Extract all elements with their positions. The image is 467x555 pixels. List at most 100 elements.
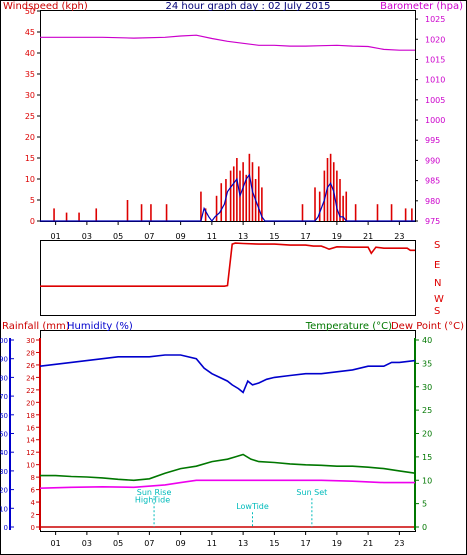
humidity-tick-label: 80 bbox=[0, 374, 8, 382]
temp-tick-label: 5 bbox=[422, 500, 427, 509]
rain-tick-label: 6 bbox=[31, 487, 36, 495]
humidity-tick-label: 20 bbox=[0, 487, 8, 495]
x-tick-label-bottom: 01 bbox=[51, 539, 61, 548]
x-tick-label-bottom: 21 bbox=[363, 539, 373, 548]
humidity-line bbox=[39, 354, 416, 394]
temp-tick-label: 25 bbox=[422, 406, 432, 415]
humidity-tick-label: 60 bbox=[0, 412, 8, 420]
humidity-tick-label: 30 bbox=[0, 468, 8, 476]
rain-tick-label: 10 bbox=[26, 462, 35, 470]
humidity-axis-label: Humidity (%) bbox=[67, 321, 133, 332]
wind-axis-label: Windspeed (kph) bbox=[3, 1, 88, 12]
wind-baro-plot-area bbox=[40, 10, 416, 222]
x-tick-label-bottom: 09 bbox=[176, 539, 186, 548]
wind-tick-label: 10 bbox=[25, 175, 35, 184]
temp-tick-label: 0 bbox=[422, 523, 427, 532]
x-tick-label-top: 09 bbox=[176, 232, 186, 241]
chart-title: 24 hour graph day : 02 July 2015 bbox=[165, 1, 330, 12]
temperature-axis-label: Temperature (°C) bbox=[305, 321, 392, 332]
rain-tick-label: 24 bbox=[26, 374, 35, 382]
rain-tick-label: 28 bbox=[26, 349, 35, 357]
humidity-tick-label: 10 bbox=[0, 505, 8, 513]
baro-tick-label: 985 bbox=[425, 177, 440, 186]
rain-tick-label: 16 bbox=[26, 424, 35, 432]
x-tick-label-top: 11 bbox=[207, 232, 217, 241]
direction-label: E bbox=[434, 260, 440, 271]
direction-label: W bbox=[434, 294, 444, 305]
baro-tick-label: 1010 bbox=[425, 76, 445, 85]
direction-label: N bbox=[434, 278, 441, 289]
annotation-label: Sun Rise bbox=[137, 488, 172, 497]
wind-tick-label: 15 bbox=[25, 154, 35, 163]
x-tick-label-bottom: 05 bbox=[113, 539, 123, 548]
humidity-tick-label: 90 bbox=[0, 356, 8, 364]
wind-tick-label: 25 bbox=[25, 112, 35, 121]
x-tick-label-bottom: 23 bbox=[394, 539, 404, 548]
rain-tick-label: 18 bbox=[26, 412, 35, 420]
rainfall-axis-label: Rainfall (mm) bbox=[2, 321, 70, 332]
temp-tick-label: 35 bbox=[422, 359, 432, 368]
rain-tick-label: 14 bbox=[26, 437, 35, 445]
x-tick-label-top: 23 bbox=[394, 232, 404, 241]
direction-plot-area bbox=[40, 240, 416, 316]
rain-tick-label: 12 bbox=[26, 449, 35, 457]
baro-tick-label: 1000 bbox=[425, 116, 445, 125]
rain-tick-label: 0 bbox=[31, 524, 35, 532]
temp-tick-label: 10 bbox=[422, 476, 432, 485]
x-tick-label-bottom: 13 bbox=[238, 539, 248, 548]
baro-tick-label: 995 bbox=[425, 136, 440, 145]
x-tick-label-top: 21 bbox=[363, 232, 373, 241]
wind-direction-line bbox=[40, 242, 415, 288]
dewpoint-line bbox=[39, 479, 415, 489]
baro-tick-label: 1025 bbox=[425, 15, 445, 24]
wind-tick-label: 50 bbox=[25, 7, 35, 16]
rain-tick-label: 30 bbox=[26, 337, 35, 345]
wind-tick-label: 20 bbox=[25, 133, 35, 142]
temperature-line bbox=[40, 453, 416, 482]
x-tick-label-top: 07 bbox=[144, 232, 154, 241]
x-tick-label-bottom: 11 bbox=[207, 539, 217, 548]
x-tick-label-top: 19 bbox=[332, 232, 342, 241]
humidity-tick-label: 50 bbox=[0, 431, 8, 439]
rain-tick-label: 4 bbox=[31, 499, 36, 507]
annotation-label: Sun Set bbox=[296, 488, 327, 497]
baro-axis-label: Barometer (hpa) bbox=[380, 1, 463, 12]
x-tick-label-bottom: 19 bbox=[332, 539, 342, 548]
baro-tick-label: 1015 bbox=[425, 55, 445, 64]
baro-tick-label: 1020 bbox=[425, 35, 445, 44]
x-tick-label-top: 05 bbox=[113, 232, 123, 241]
wind-tick-label: 35 bbox=[25, 70, 35, 79]
humidity-tick-label: 40 bbox=[0, 449, 8, 457]
baro-tick-label: 975 bbox=[425, 217, 440, 226]
wind-tick-label: 5 bbox=[30, 196, 35, 205]
rain-tick-label: 20 bbox=[26, 399, 35, 407]
temp-tick-label: 40 bbox=[422, 336, 432, 345]
humidity-tick-label: 0 bbox=[4, 524, 8, 532]
wind-speed-line bbox=[40, 173, 415, 223]
x-tick-label-top: 03 bbox=[82, 232, 92, 241]
temp-tick-label: 30 bbox=[422, 383, 432, 392]
direction-label: S bbox=[434, 240, 440, 251]
temp-tick-label: 20 bbox=[422, 430, 432, 439]
dewpoint-axis-label: Dew Point (°C) bbox=[391, 321, 464, 332]
wind-tick-label: 45 bbox=[25, 28, 35, 37]
barometer-line bbox=[40, 34, 415, 51]
rain-tick-label: 22 bbox=[26, 387, 35, 395]
x-tick-label-top: 17 bbox=[301, 232, 311, 241]
wind-tick-label: 40 bbox=[25, 49, 35, 58]
direction-label: S bbox=[434, 306, 440, 317]
wind-tick-label: 0 bbox=[30, 217, 35, 226]
rain-tick-label: 8 bbox=[31, 474, 35, 482]
humidity-tick-label: 100 bbox=[0, 337, 8, 345]
x-tick-label-top: 01 bbox=[51, 232, 61, 241]
x-tick-label-top: 15 bbox=[269, 232, 279, 241]
x-tick-label-top: 13 bbox=[238, 232, 248, 241]
x-tick-label-bottom: 17 bbox=[301, 539, 311, 548]
x-tick-label-bottom: 07 bbox=[144, 539, 154, 548]
x-tick-label-bottom: 03 bbox=[82, 539, 92, 548]
x-tick-label-bottom: 15 bbox=[269, 539, 279, 548]
rain-tick-label: 2 bbox=[31, 512, 35, 520]
